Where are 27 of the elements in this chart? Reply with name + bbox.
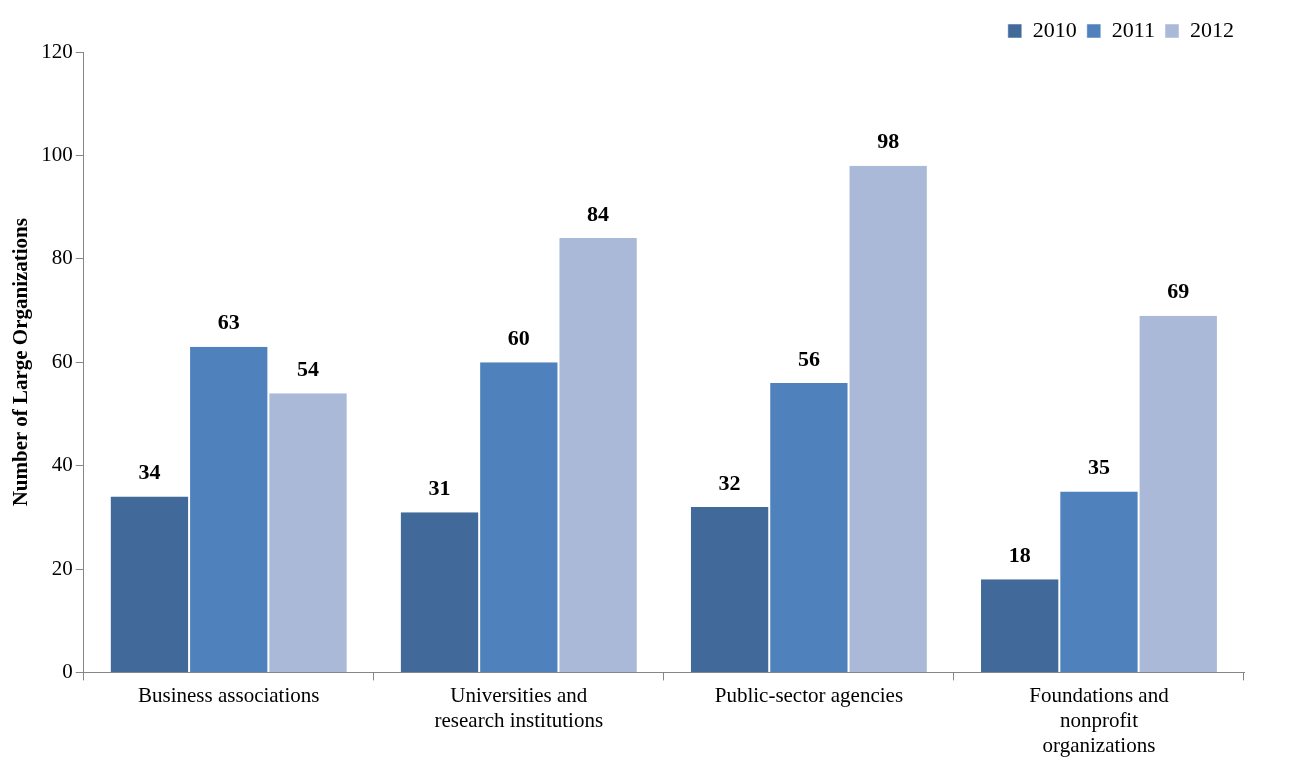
- y-tick-label: 20: [51, 555, 73, 580]
- data-label: 54: [297, 355, 320, 381]
- x-tick-label: Universities and research institutions: [434, 682, 604, 732]
- x-tick-label: Foundations and nonprofit organizations: [1029, 682, 1170, 757]
- data-label: 84: [587, 200, 610, 226]
- y-tick-label: 100: [41, 141, 73, 166]
- data-label: 32: [718, 469, 741, 495]
- data-label: 98: [877, 128, 900, 154]
- data-label: 63: [217, 309, 240, 335]
- y-tick-label: 0: [62, 658, 73, 683]
- legend-label: 2011: [1111, 16, 1155, 42]
- data-label: 56: [797, 345, 820, 371]
- y-tick-label: 40: [51, 452, 73, 477]
- y-tick-label: 80: [51, 245, 73, 270]
- legend-label: 2010: [1032, 16, 1077, 42]
- legend-label: 2012: [1190, 16, 1234, 42]
- data-label: 34: [138, 459, 161, 485]
- data-label: 31: [428, 474, 451, 500]
- x-tick-label: Business associations: [138, 682, 320, 707]
- x-tick-label: Public-sector agencies: [714, 682, 904, 707]
- y-tick-label: 120: [41, 38, 73, 63]
- y-tick-label: 60: [51, 348, 73, 373]
- data-label: 60: [507, 324, 530, 350]
- data-label: 35: [1087, 454, 1110, 480]
- data-label: 18: [1008, 542, 1031, 568]
- y-axis-title: Number of Large Organizations: [8, 218, 33, 507]
- data-label: 69: [1167, 278, 1190, 304]
